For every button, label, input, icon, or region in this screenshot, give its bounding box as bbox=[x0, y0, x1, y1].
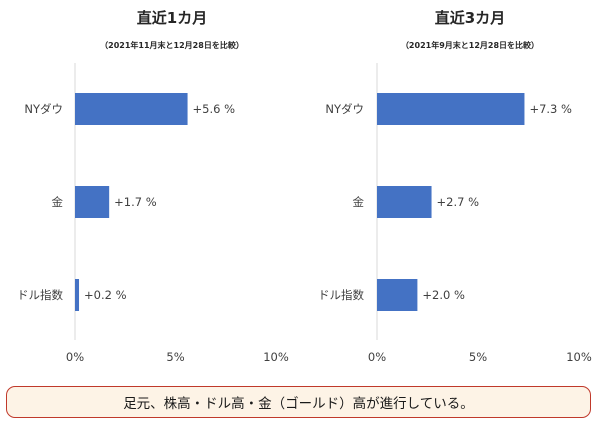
chart-title: 直近1カ月 bbox=[137, 9, 207, 27]
bar bbox=[75, 279, 80, 311]
x-tick-label: 0% bbox=[368, 350, 386, 364]
bar bbox=[75, 186, 110, 218]
category-label: 金 bbox=[353, 195, 365, 209]
category-label: 金 bbox=[52, 195, 64, 209]
data-label: +5.6 % bbox=[193, 102, 236, 116]
chart-1-month: 直近1カ月 （2021年11月末と12月28日を比較） NYダウ +5.6 % 金 +1.… bbox=[17, 9, 289, 364]
bar bbox=[377, 186, 432, 218]
charts-area: 直近1カ月 （2021年11月末と12月28日を比較） NYダウ +5.6 % 金 +1.… bbox=[17, 9, 592, 364]
data-label: +7.3 % bbox=[529, 102, 572, 116]
chart-title: 直近3カ月 bbox=[435, 9, 505, 27]
category-label: ドル指数 bbox=[17, 288, 63, 302]
x-tick-label: 5% bbox=[469, 350, 487, 364]
category-label: NYダウ bbox=[325, 102, 364, 116]
x-tick-label: 0% bbox=[66, 350, 84, 364]
chart-subtitle: （2021年11月末と12月28日を比較） bbox=[100, 40, 244, 50]
bar bbox=[75, 93, 188, 125]
category-label: NYダウ bbox=[24, 102, 63, 116]
data-label: +2.0 % bbox=[422, 288, 465, 302]
x-tick-label: 10% bbox=[263, 350, 289, 364]
x-tick-label: 5% bbox=[166, 350, 184, 364]
chart-subtitle: （2021年9月末と12月28日を比較） bbox=[401, 40, 539, 50]
summary-text: 足元、株高・ドル高・金（ゴールド）高が進行している。 bbox=[123, 396, 474, 412]
category-label: ドル指数 bbox=[318, 288, 364, 302]
summary-callout: 足元、株高・ドル高・金（ゴールド）高が進行している。 bbox=[6, 386, 591, 418]
bar bbox=[377, 93, 525, 125]
bar bbox=[377, 279, 418, 311]
chart-3-month: 直近3カ月 （2021年9月末と12月28日を比較） NYダウ +7.3 % 金 +2.7… bbox=[318, 9, 592, 364]
data-label: +0.2 % bbox=[84, 288, 127, 302]
data-label: +1.7 % bbox=[114, 195, 157, 209]
x-tick-label: 10% bbox=[566, 350, 592, 364]
data-label: +2.7 % bbox=[437, 195, 480, 209]
